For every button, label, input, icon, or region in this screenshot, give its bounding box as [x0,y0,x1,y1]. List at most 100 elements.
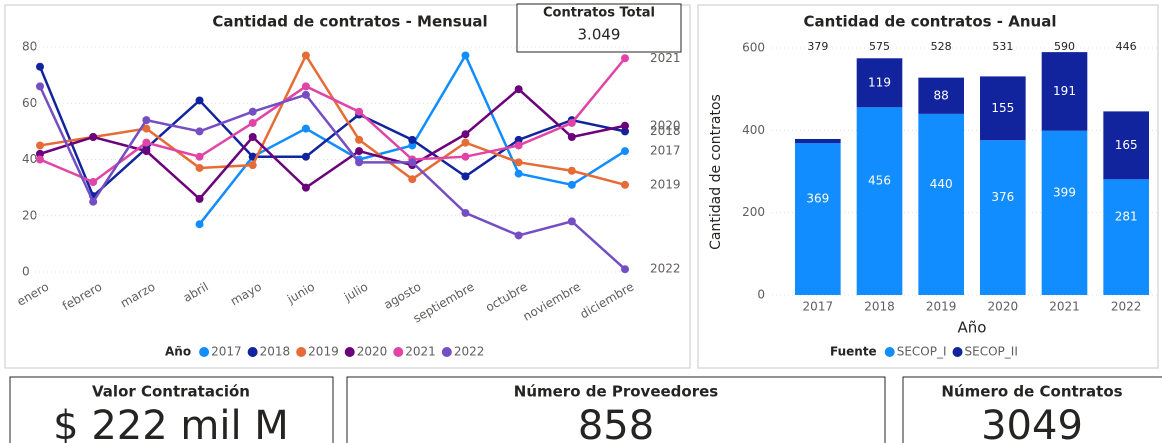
kpi-title: Valor Contratación [92,383,250,401]
y-tick-label: 0 [757,288,765,302]
point [142,138,151,147]
point [514,158,523,167]
point [36,141,44,150]
x-tick-label: 2020 [988,300,1019,314]
x-tick-label: enero [14,280,51,309]
end-label: 2018 [650,124,681,138]
x-tick-label: febrero [60,280,104,314]
y-tick-label: 600 [742,41,765,55]
point [195,163,204,172]
legend-swatch [199,347,210,357]
series-line [39,52,626,187]
point [301,183,310,192]
data-label: 376 [991,190,1014,204]
data-label: 165 [1115,138,1138,152]
data-label: 155 [991,101,1014,115]
point [621,180,629,189]
point [567,180,576,189]
end-label: 2022 [650,262,681,276]
point [36,155,44,164]
y-axis-label: Cantidad de contratos [708,94,724,250]
point [461,208,470,217]
legend-label: 2018 [260,345,291,359]
total-label: 528 [931,40,952,53]
point [301,51,310,60]
point [355,158,364,167]
x-tick-label: septiembre [411,280,477,326]
x-tick-label: 2021 [1049,300,1080,314]
data-label: 281 [1115,210,1138,224]
bar-panel [697,4,1159,369]
legend-label: 2020 [357,345,388,359]
x-tick-label: abril [181,280,211,305]
point [142,116,151,125]
legend-label: 2017 [211,345,242,359]
bar-segment [918,77,964,114]
legend-swatch [441,347,452,357]
x-tick-label: 2022 [1111,300,1142,314]
point [567,217,576,226]
chart-title: Cantidad de contratos - Mensual [212,13,487,31]
data-label: 399 [1053,185,1076,199]
point [408,135,417,144]
point [301,90,310,99]
legend-label: 2021 [405,345,436,359]
chart-title: Cantidad de contratos - Anual [804,13,1057,31]
point [514,85,523,94]
y-tick-label: 80 [22,40,37,54]
point [514,169,523,178]
x-tick-label: junio [284,280,317,307]
point [142,147,151,156]
x-tick-label: 2019 [926,300,957,314]
point [195,152,204,161]
point [248,161,257,170]
kpi-card [9,376,334,443]
data-label: 369 [806,192,829,206]
legend-swatch [344,347,355,357]
point [567,133,576,141]
line-panel [4,4,691,369]
bar-segment [1103,111,1149,180]
point [355,107,364,116]
x-tick-label: julio [341,280,370,305]
kpi-value: $ 222 mil M [53,403,289,443]
total-label: 531 [992,40,1013,53]
end-label: 2020 [650,118,681,132]
kpi-card [346,376,886,443]
annotation-title: Contratos Total [543,6,655,21]
end-label: 2017 [650,144,681,158]
data-label: 456 [868,174,891,188]
data-label: 191 [1053,84,1076,98]
point [567,118,576,127]
point [461,130,470,139]
point [461,172,470,181]
bar-segment [795,143,841,295]
total-label: 590 [1054,40,1075,53]
y-tick-label: 400 [742,123,765,137]
legend-title: Año [165,345,191,359]
point [195,194,204,203]
legend-title: Fuente [830,345,877,359]
y-tick-label: 60 [22,96,37,110]
x-tick-label: mayo [228,280,264,309]
bar-segment [980,76,1026,141]
kpi-title: Número de Proveedores [514,383,719,401]
legend-label: 2019 [308,345,339,359]
bar-segment [795,138,841,144]
series-line [38,66,626,199]
kpi-value: 858 [578,403,654,443]
y-tick-label: 20 [22,208,37,222]
point [408,175,417,184]
annotation-box [516,3,682,53]
point [621,121,629,130]
kpi-value: 3049 [981,403,1083,443]
bar-segment [918,113,964,295]
point [567,166,576,175]
end-label: 2019 [650,177,681,191]
legend-label: SECOP_II [965,345,1018,359]
x-tick-label: 2018 [864,300,895,314]
total-label: 575 [869,40,890,53]
x-tick-label: marzo [118,280,158,311]
x-tick-label: noviembre [521,280,584,324]
point [461,51,470,60]
